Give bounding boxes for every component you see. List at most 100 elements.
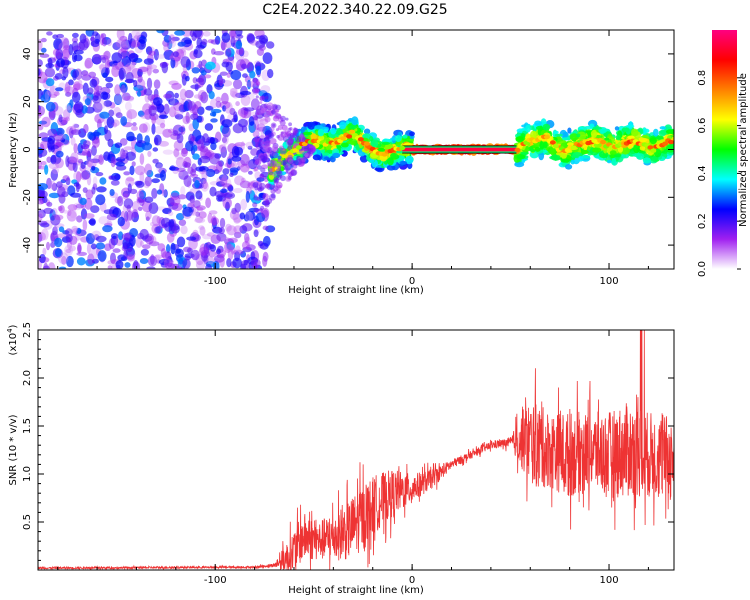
spectrogram-cell (562, 131, 569, 138)
spectrogram-cell (198, 60, 203, 69)
spectrogram-cell (185, 111, 190, 124)
spectrogram-cell (299, 134, 304, 138)
spectrogram-cell (238, 47, 245, 57)
spectrogram-cell (151, 188, 158, 199)
spectrogram-cell (57, 205, 63, 212)
spectrogram-cell (515, 136, 524, 143)
spectrogram-cell (126, 254, 135, 262)
spectrogram-cell (626, 124, 635, 128)
spectrogram-cell (267, 132, 275, 139)
spectrogram-cell (75, 203, 85, 209)
spectrogram-cell (164, 221, 173, 232)
spectrogram-cell (287, 133, 292, 138)
spectrogram-cell (560, 158, 570, 163)
spectrogram-cell (106, 116, 115, 129)
spectrogram-cell (136, 190, 145, 200)
spectrogram-cell (211, 215, 217, 227)
spectrogram-cell (126, 110, 133, 123)
spectrogram-cell (272, 171, 277, 177)
spectrogram-cell (176, 236, 186, 248)
spectrogram-cell (226, 244, 234, 252)
spectrogram-cell (86, 156, 94, 168)
spectrogram-cell (221, 125, 231, 138)
spectrogram-cell (66, 255, 74, 268)
spectrogram-cell (38, 220, 48, 226)
spectrogram-cell (244, 236, 251, 246)
spectrogram-cell (262, 251, 269, 262)
spectrogram-cell (69, 99, 74, 109)
spectrogram-cell (46, 201, 53, 207)
spectrogram-x-axis: -100 0 100 (57, 30, 649, 287)
spectrogram-cell (169, 195, 181, 206)
spectrogram-cell (117, 216, 126, 227)
spectrogram-cell (349, 124, 358, 130)
spectrogram-cell (58, 266, 67, 269)
spectrogram-cell (530, 130, 537, 140)
spectrogram-cell (205, 61, 216, 70)
spectrogram-cell (259, 95, 266, 102)
spectrogram-cell (135, 180, 145, 188)
spectrogram-cell (39, 254, 46, 264)
spectrogram-cell (208, 243, 215, 250)
ridge-point (346, 134, 353, 139)
spectrogram-cell (91, 186, 96, 195)
spectrogram-cell (183, 156, 192, 169)
spectrogram-cell (104, 58, 110, 71)
spectrogram-cell (259, 146, 264, 150)
spectrogram-ridge (287, 129, 674, 157)
spectrogram-cell (192, 229, 199, 237)
spectrogram-cell (140, 248, 149, 256)
spectrogram-cell (47, 128, 58, 138)
spectrogram-cell (172, 124, 184, 136)
spectrogram-cell (62, 66, 69, 79)
spectrogram-cell (102, 225, 113, 233)
spectrogram-cell (64, 86, 75, 95)
spectrogram-cell (287, 145, 293, 151)
spectrogram-cell (332, 152, 341, 158)
spectrogram-cell (156, 30, 165, 34)
spectrogram-cell (247, 145, 253, 150)
ridge-point (363, 141, 370, 146)
spectrogram-cell (183, 246, 192, 253)
spectrogram-cell (38, 199, 44, 205)
spectrogram-cell (76, 227, 82, 234)
spectrogram-cell (103, 151, 111, 161)
snr-panel: -100 0 100 0.5 1.0 1.5 2.0 2.5 Height of strai… (6, 322, 675, 596)
spectrogram-cell (287, 176, 292, 181)
colorbar-label: Normalized spectral amplitude (738, 73, 749, 227)
spectrogram-cell (195, 260, 206, 269)
spectrogram-cell (294, 136, 302, 143)
spectrogram-cell (100, 91, 109, 100)
spectrogram-cell (138, 206, 143, 211)
spectrogram-cell (54, 248, 62, 257)
spectrogram-cell (64, 81, 71, 93)
spectrogram-cell (306, 148, 312, 154)
spectrogram-cell (262, 199, 270, 206)
spectrogram-cell (232, 257, 243, 269)
spectrogram-cell (224, 191, 236, 200)
spectrogram-cell (73, 170, 82, 182)
spectrogram-cell (118, 151, 127, 160)
spectrogram-cell (216, 74, 223, 87)
spectrogram-cell (659, 126, 667, 130)
spectrogram-cell (245, 190, 250, 203)
spectrogram-cell (244, 232, 250, 243)
spectrogram-cell (210, 234, 221, 244)
spectrogram-cell (68, 157, 79, 163)
spectrogram-cell (151, 215, 161, 227)
spectrogram-cell (239, 108, 245, 120)
spectrogram-cell (148, 50, 156, 56)
spectrogram-cell (651, 155, 659, 163)
spectrogram-cell (115, 161, 125, 167)
spectrogram-cell (252, 77, 258, 83)
spectrogram-cell (173, 110, 184, 116)
spectrogram-x-tick-label: -100 (204, 276, 227, 287)
spectrogram-cell (152, 147, 159, 152)
spectrogram-cell (41, 37, 47, 43)
spectrogram-cell (89, 78, 98, 88)
spectrogram-cell (165, 251, 172, 262)
spectrogram-cell (390, 152, 397, 160)
spectrogram-cell (535, 125, 544, 130)
spectrogram-cell (139, 258, 149, 264)
spectrogram-cell (123, 64, 132, 74)
